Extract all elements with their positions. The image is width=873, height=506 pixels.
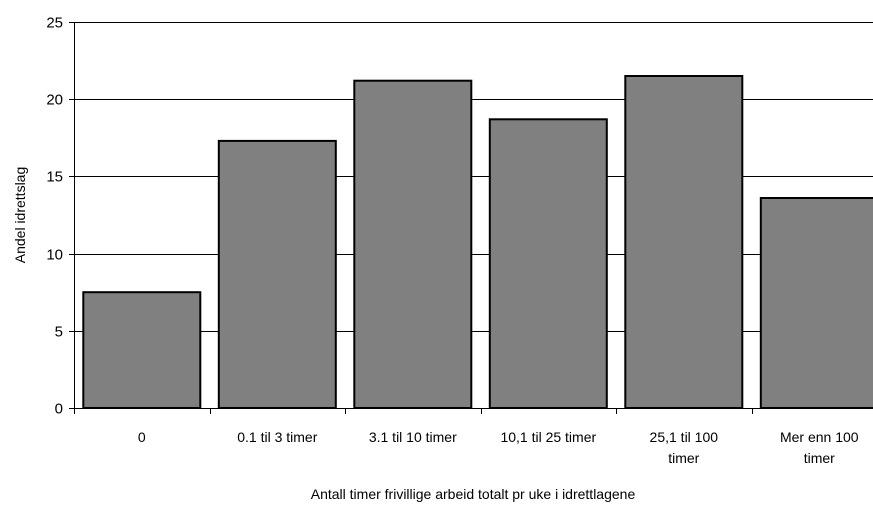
x-tick-label: Mer enn 100 timer [780, 429, 859, 466]
y-axis-title: Andel idrettslag [12, 167, 28, 264]
bar-3 [488, 118, 608, 410]
bar-4 [624, 75, 744, 409]
bar-2 [353, 79, 473, 409]
y-tick-label: 10 [46, 247, 63, 264]
y-tick-labels: 0 5 10 15 20 25 [46, 15, 63, 418]
x-tick-label: 10,1 til 25 timer [500, 429, 596, 445]
x-tick-label: 0.1 til 3 timer [237, 429, 317, 445]
x-tick-label: 3.1 til 10 timer [369, 429, 457, 445]
bars [82, 75, 873, 410]
y-tick-label: 5 [55, 324, 63, 341]
x-tick-label: 25,1 til 100 timer [650, 429, 719, 466]
y-tick-label: 25 [46, 15, 63, 32]
x-axis-title: Antall timer frivillige arbeid totalt pr… [311, 486, 636, 502]
bar-0 [82, 291, 202, 410]
bar-5 [759, 197, 873, 409]
axes [69, 22, 873, 414]
y-tick-label: 20 [46, 92, 63, 109]
x-tick-labels: 0 0.1 til 3 timer 3.1 til 10 timer 10,1 til… [138, 429, 859, 466]
y-tick-label: 15 [46, 169, 63, 186]
bar-1 [217, 139, 337, 409]
y-tick-label: 0 [55, 401, 63, 418]
gridlines [74, 22, 873, 332]
x-tick-label: 0 [138, 429, 146, 445]
